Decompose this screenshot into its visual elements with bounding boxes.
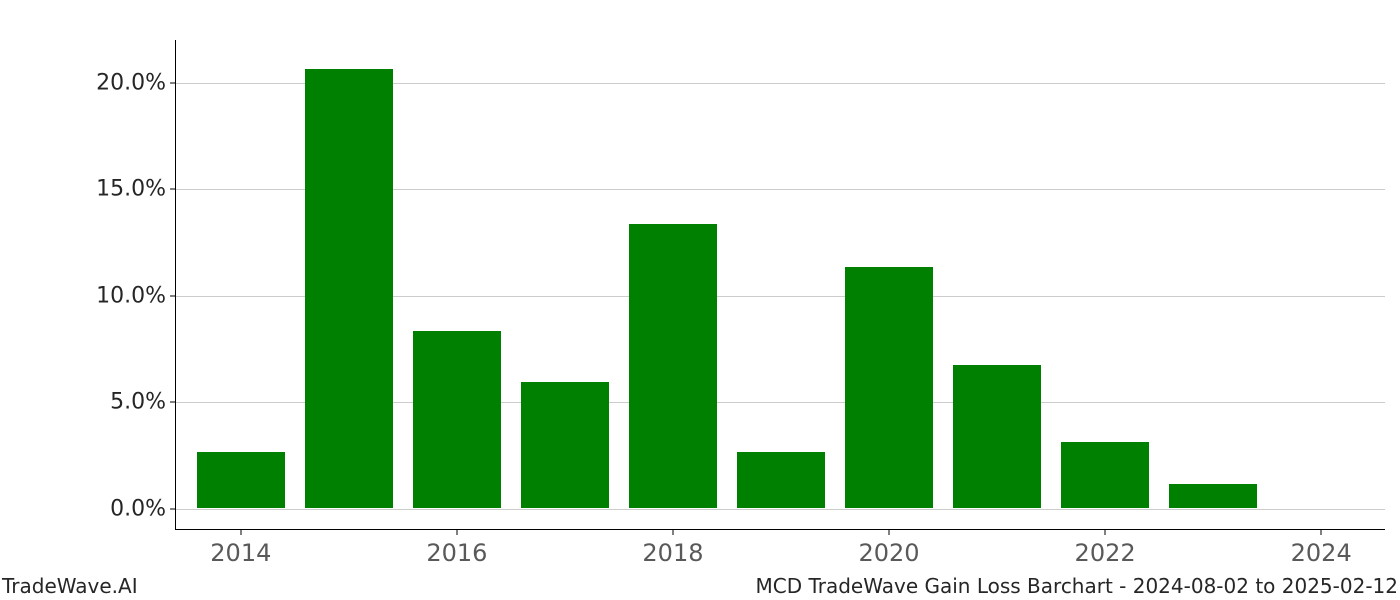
y-tick-label: 20.0% — [96, 70, 176, 95]
bar — [1061, 442, 1150, 508]
bar — [197, 452, 286, 507]
bar — [845, 267, 934, 508]
y-tick-label: 15.0% — [96, 177, 176, 202]
x-tick-label: 2018 — [642, 529, 703, 567]
gain-loss-barchart: 0.0% 5.0% 10.0% 15.0% 20.0% 2014 2016 2018 2020 2… — [0, 0, 1400, 600]
bar — [629, 224, 718, 507]
y-tick-label: 10.0% — [96, 283, 176, 308]
x-tick-label: 2022 — [1075, 529, 1136, 567]
bar — [1169, 484, 1258, 507]
bar — [737, 452, 826, 507]
bar — [413, 331, 502, 508]
bar — [953, 365, 1042, 508]
bar — [521, 382, 610, 508]
plot-area: 0.0%5.0%10.0%15.0%20.0%20142016201820202… — [175, 40, 1385, 530]
footer-left-brand: TradeWave.AI — [2, 574, 138, 598]
y-tick-label: 5.0% — [110, 390, 176, 415]
y-tick-label: 0.0% — [110, 496, 176, 521]
y-gridline — [176, 509, 1385, 510]
x-tick-label: 2024 — [1291, 529, 1352, 567]
bar — [305, 69, 394, 508]
footer-right-caption: MCD TradeWave Gain Loss Barchart - 2024-… — [756, 574, 1399, 598]
x-tick-label: 2014 — [210, 529, 271, 567]
x-tick-label: 2016 — [426, 529, 487, 567]
x-tick-label: 2020 — [858, 529, 919, 567]
